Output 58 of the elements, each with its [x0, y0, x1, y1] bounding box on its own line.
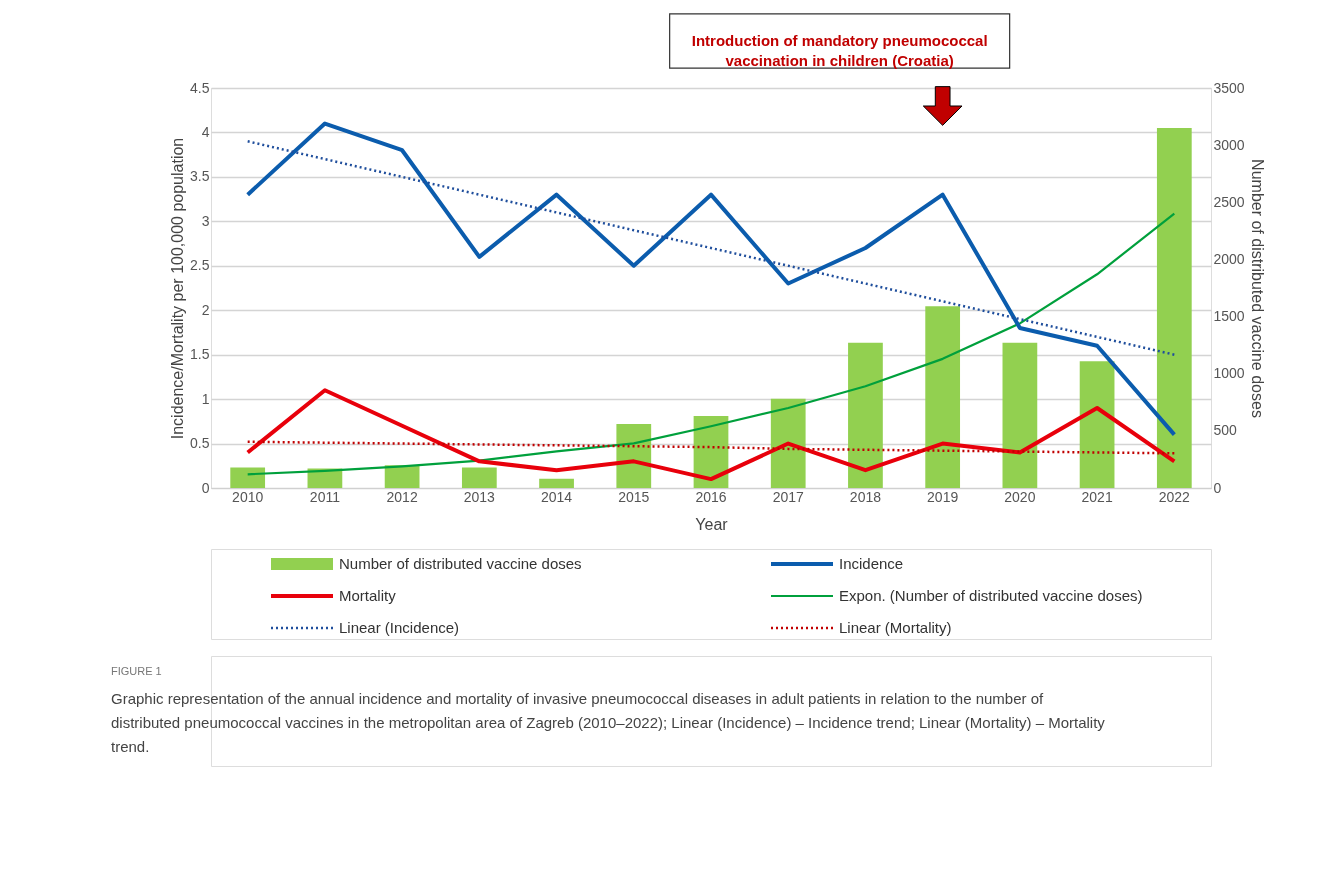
x-tick-label: 2011 — [309, 488, 341, 505]
x-tick-label: 2021 — [1081, 488, 1113, 505]
bar — [848, 342, 883, 488]
x-tick-label: 2014 — [540, 488, 573, 505]
line-series — [245, 121, 1177, 437]
y-tick-label: 1.5 — [190, 346, 210, 363]
x-tick-label: 2015 — [618, 488, 650, 505]
y2-tick-label: 500 — [1213, 422, 1238, 439]
y-tick-label: 3.5 — [190, 168, 210, 185]
bar — [1002, 342, 1038, 488]
bar — [230, 467, 266, 488]
x-tick-label: 2018 — [849, 488, 882, 505]
y2-tick-label: 2000 — [1213, 250, 1245, 267]
y2-tick-label: 3000 — [1213, 136, 1245, 153]
bar — [384, 465, 420, 488]
y-tick-label: 1 — [201, 390, 210, 407]
legend-label: Number of distributed vaccine doses — [339, 555, 582, 572]
x-tick-label: 2020 — [1004, 488, 1036, 505]
y2-tick-label: 2500 — [1213, 193, 1245, 210]
bar — [539, 478, 574, 488]
x-tick-label: 2019 — [927, 488, 959, 505]
bar — [1079, 361, 1115, 488]
text: Introduction of mandatory pneumococcal vaccination in children (Croatia) — [691, 32, 988, 69]
y-tick-label: 4 — [201, 123, 210, 140]
y-tick-label: 2 — [201, 301, 210, 318]
y-tick-label: 4.5 — [190, 79, 210, 96]
legend-label: Mortality — [339, 587, 397, 604]
y-tick-label: 0 — [201, 479, 210, 496]
legend-label: Linear (Incidence) — [339, 619, 460, 636]
x-axis-title: Year — [695, 515, 729, 533]
y2-tick-label: 1500 — [1213, 308, 1245, 325]
line-series — [246, 440, 1176, 455]
y-tick-label: 2.5 — [190, 257, 210, 274]
bar — [461, 467, 497, 488]
y2-tick-label: 1000 — [1213, 365, 1245, 382]
line-series — [246, 140, 1176, 356]
y-tick-label: 0.5 — [190, 435, 210, 452]
legend-label: Expon. (Number of distributed vaccine doses) — [839, 587, 1143, 604]
caption: FIGURE 1 — [111, 665, 162, 677]
bar — [1156, 128, 1192, 488]
legend-label: Incidence — [839, 555, 904, 572]
y-tick-label: 3 — [201, 212, 210, 229]
line-series — [245, 388, 1177, 482]
bar — [925, 306, 961, 488]
legend-label: Linear (Mortality) — [839, 619, 952, 636]
line-series — [246, 212, 1176, 476]
bar — [770, 398, 806, 488]
y2-tick-label: 3500 — [1213, 79, 1245, 96]
x-tick-label: 2013 — [463, 488, 496, 505]
x-tick-label: 2022 — [1158, 488, 1191, 505]
y2-axis-title: Number of distributed vaccine doses — [1248, 159, 1266, 418]
x-tick-label: 2010 — [232, 488, 264, 505]
x-tick-label: 2012 — [386, 488, 418, 505]
x-tick-label: 2016 — [695, 488, 727, 505]
x-tick-label: 2017 — [772, 488, 804, 505]
text: Graphic representation of the annual incidence and mortality of invasive pneumococcal diseases in adult patients in relation to the number of distributed pneumococcal vaccines in the metropolitan area of Zagreb (2010–2022); Linear (Incidence) – Incidence trend; Linear (Mortality) – Mortality trend. — [111, 690, 1106, 755]
y-axis-title: Incidence/Mortality per 100,000 population — [169, 137, 187, 440]
y2-tick-label: 0 — [1213, 479, 1222, 496]
